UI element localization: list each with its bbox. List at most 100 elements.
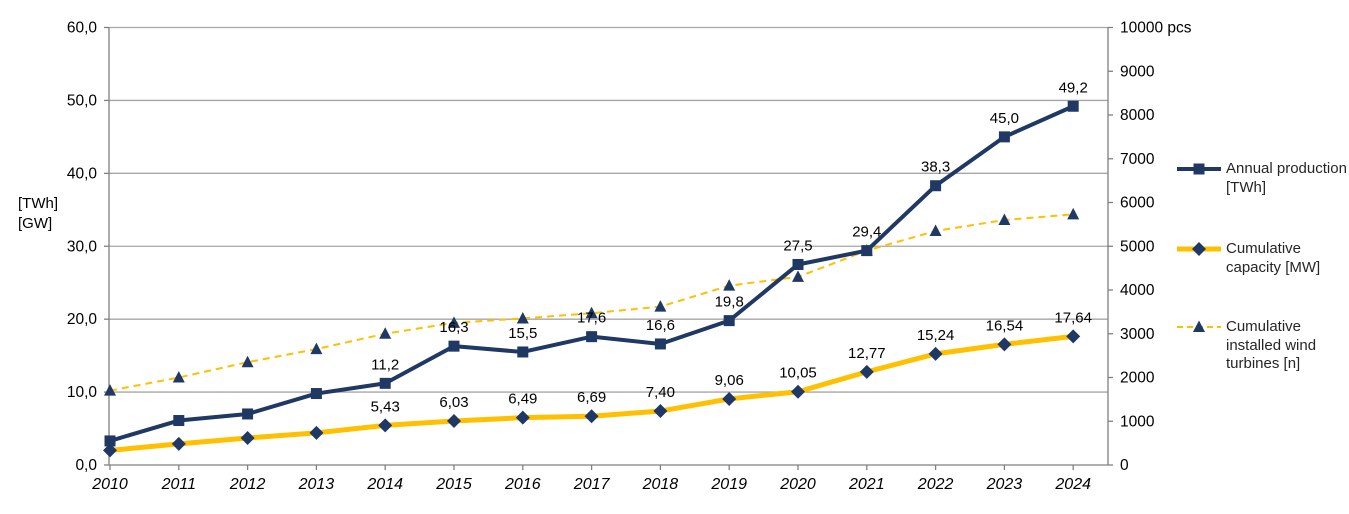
x-axis-year-label: 2024 — [1054, 476, 1091, 493]
x-axis-year-label: 2020 — [779, 476, 816, 493]
annual-production-marker — [998, 131, 1010, 143]
annual-production-marker — [379, 377, 391, 389]
annual-production-data-label: 38,3 — [921, 159, 950, 176]
x-axis-year-label: 2019 — [710, 476, 747, 493]
left-axis-tick-label: 10,0 — [67, 384, 98, 401]
cumulative-turbines-marker — [104, 384, 116, 396]
annual-production-marker — [104, 435, 116, 447]
annual-production-marker — [654, 338, 666, 350]
cumulative-turbines-marker — [310, 342, 323, 355]
annual-production-marker — [310, 388, 322, 400]
cumulative-turbines-marker — [379, 327, 392, 339]
cumulative-capacity-marker — [997, 337, 1012, 352]
left-axis-tick-label: 20,0 — [67, 311, 98, 328]
cumulative-capacity-marker — [378, 418, 393, 433]
x-axis-year-label: 2014 — [366, 476, 403, 493]
cumulative-turbines-marker — [241, 355, 254, 368]
x-axis-year-label: 2018 — [642, 476, 679, 493]
annual-production-marker — [586, 331, 598, 343]
x-axis-year-label: 2010 — [91, 476, 128, 493]
right-axis-tick-label: 7000 — [1120, 151, 1155, 168]
right-axis-tick-label: 3000 — [1120, 326, 1155, 343]
cumulative-turbines-marker — [929, 224, 942, 236]
annual-production-marker — [723, 315, 735, 327]
left-axis-tick-label: 50,0 — [67, 92, 98, 109]
annual-production-data-label: 29,4 — [852, 224, 881, 241]
cumulative-capacity-marker — [240, 431, 255, 446]
right-axis-tick-label: 1000 — [1120, 413, 1155, 430]
left-axis-title: [TWh] [GW] — [18, 194, 58, 234]
cumulative-turbines-marker — [723, 279, 736, 291]
legend-entry-annual-production: Annual production [TWh] — [1176, 160, 1349, 197]
legend-label-cumulative-capacity: Cumulative capacity [MW] — [1226, 240, 1321, 276]
right-axis-tick-label: 9000 — [1120, 63, 1155, 80]
cumulative-turbines-marker — [792, 270, 804, 282]
cumulative-capacity-data-label: 9,06 — [715, 372, 744, 389]
annual-production-marker — [448, 340, 460, 352]
annual-production-marker — [930, 180, 942, 192]
cumulative-turbines-marker — [654, 300, 667, 312]
x-axis-year-label: 2015 — [435, 476, 472, 493]
cumulative-capacity-marker — [722, 391, 737, 406]
right-axis-tick-label: 10000 pcs — [1120, 20, 1192, 37]
legend-line-sample-cumulative-capacity — [1176, 240, 1222, 258]
cumulative-capacity-marker — [309, 425, 324, 440]
annual-production-data-label: 49,2 — [1059, 79, 1088, 96]
x-axis-year-label: 2021 — [848, 476, 885, 493]
legend-line-sample-annual-production — [1176, 160, 1222, 178]
annual-production-marker — [173, 415, 185, 427]
cumulative-capacity-marker — [103, 443, 117, 458]
cumulative-turbines-series — [104, 207, 1080, 396]
x-axis-year-label: 2011 — [161, 476, 196, 493]
legend-label-cumulative-turbines: Cumulative installed wind turbines [n] — [1226, 318, 1317, 372]
cumulative-capacity-data-label: 10,05 — [779, 365, 817, 382]
annual-production-legend-sample-svg — [1177, 163, 1221, 175]
annual-production-marker — [242, 408, 254, 420]
cumulative-turbines-marker — [585, 306, 598, 319]
annual-production-marker — [861, 245, 873, 257]
left-axis-tick-label: 30,0 — [67, 238, 98, 255]
annual-production-data-label: 45,0 — [990, 110, 1019, 127]
cumulative-capacity-data-label: 6,69 — [577, 389, 606, 406]
cumulative-turbines-legend-sample-svg — [1177, 320, 1221, 332]
annual-production-data-label: 27,5 — [783, 237, 812, 254]
cumulative-capacity-data-label: 16,54 — [986, 317, 1024, 334]
cumulative-capacity-data-label: 5,43 — [371, 398, 400, 415]
annual-production-marker — [1067, 100, 1079, 112]
right-axis-tick-label: 0 — [1120, 457, 1129, 474]
cumulative-capacity-data-label: 7,40 — [646, 384, 675, 401]
cumulative-turbines-marker — [998, 213, 1011, 225]
left-axis-tick-label: 40,0 — [67, 165, 98, 182]
cumulative-capacity-data-label: 6,49 — [508, 391, 537, 408]
cumulative-turbines-legend-marker — [1193, 320, 1205, 332]
right-axis-tick-label: 2000 — [1120, 370, 1155, 387]
cumulative-capacity-marker — [171, 436, 186, 451]
cumulative-capacity-data-label: 6,03 — [439, 394, 468, 411]
legend-entry-cumulative-capacity: Cumulative capacity [MW] — [1176, 240, 1349, 277]
annual-production-data-label: 16,6 — [646, 317, 675, 334]
cumulative-capacity-legend-marker — [1192, 242, 1206, 256]
left-axis-title-line1: [TWh] — [18, 195, 58, 212]
x-axis-year-label: 2016 — [504, 476, 541, 493]
x-axis-year-label: 2023 — [986, 476, 1023, 493]
cumulative-turbines-marker — [516, 311, 529, 324]
cumulative-capacity-marker — [447, 414, 461, 429]
cumulative-capacity-data-label: 15,24 — [917, 327, 955, 344]
cumulative-capacity-data-label: 12,77 — [848, 345, 886, 362]
cumulative-turbines-marker — [448, 316, 460, 328]
left-axis-tick-label: 60,0 — [67, 20, 98, 37]
cumulative-capacity-data-label: 17,64 — [1054, 309, 1092, 326]
left-axis-title-line2: [GW] — [18, 215, 53, 232]
cumulative-capacity-marker — [859, 364, 874, 379]
cumulative-turbines-marker — [172, 371, 185, 383]
cumulative-capacity-marker — [653, 404, 668, 419]
x-axis-year-label: 2017 — [573, 476, 611, 493]
cumulative-capacity-marker — [515, 410, 530, 425]
left-axis-tick-label: 0,0 — [75, 457, 97, 474]
annual-production-data-label: 15,5 — [508, 325, 537, 342]
annual-production-data-label: 19,8 — [715, 294, 744, 311]
annual-production-legend-marker — [1193, 163, 1205, 175]
cumulative-capacity-series: 5,43 6,03 6,49 6,69 7,40 9,06 10,05 12,77 15,24 1… — [103, 309, 1092, 458]
